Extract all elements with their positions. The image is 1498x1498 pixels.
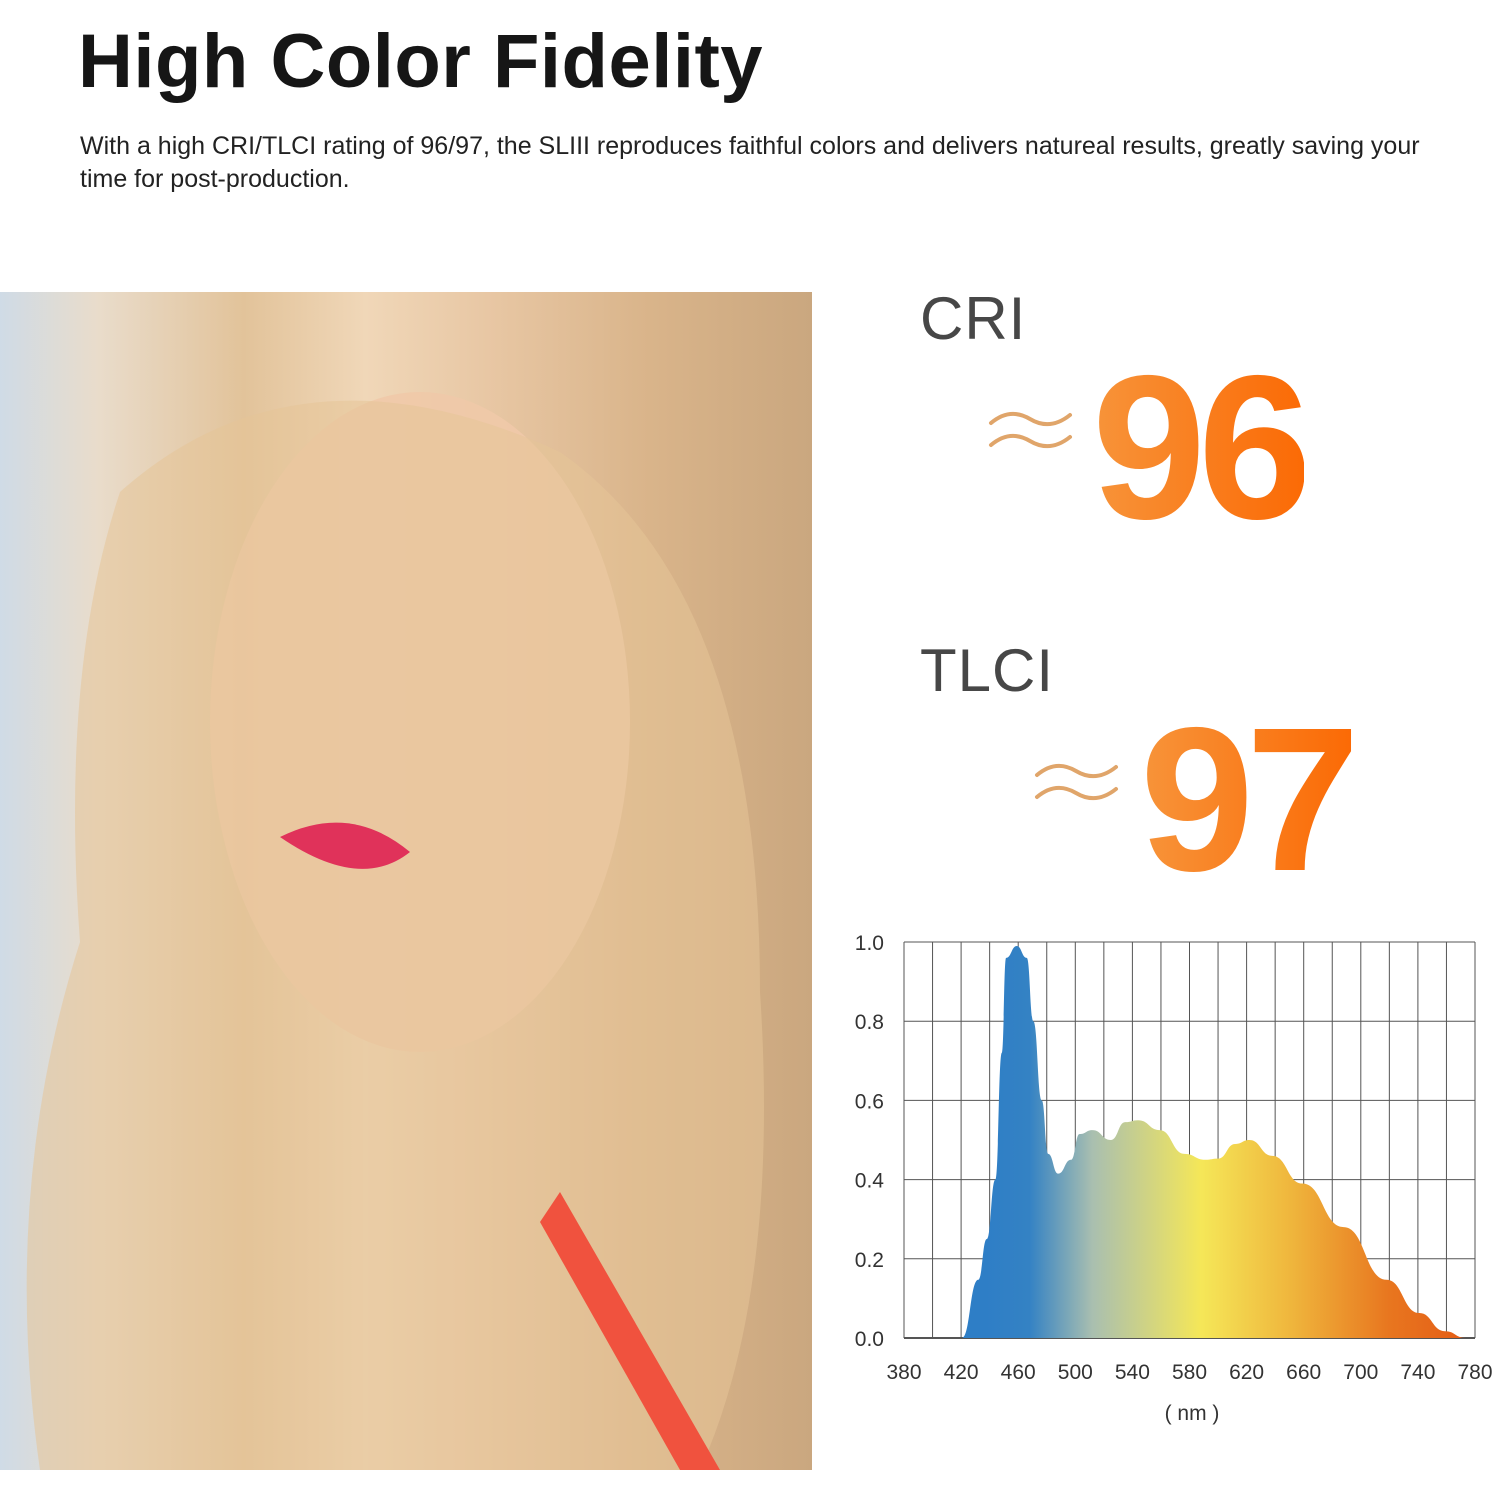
description: With a high CRI/TLCI rating of 96/97, th…: [80, 132, 1420, 193]
page-title: High Color Fidelity: [78, 19, 764, 104]
x-tick-label: 380: [886, 1361, 921, 1384]
cri-label: CRI: [920, 285, 1027, 352]
y-tick-label: 0.2: [855, 1249, 884, 1272]
y-tick-label: 0.8: [855, 1011, 884, 1034]
y-tick-label: 0.0: [855, 1328, 884, 1351]
x-tick-label: 540: [1115, 1361, 1150, 1384]
cri-value: 96: [1092, 333, 1312, 562]
x-tick-label: 700: [1343, 1361, 1378, 1384]
x-tick-label: 460: [1001, 1361, 1036, 1384]
spectrum-area: [961, 945, 1466, 1338]
y-tick-label: 1.0: [855, 932, 884, 955]
model-photo: [0, 292, 812, 1470]
approximately-equal-icon: [1035, 763, 1118, 801]
photo-placeholder: [26, 392, 764, 1470]
x-tick-label: 500: [1058, 1361, 1093, 1384]
tlci-label: TLCI: [920, 637, 1055, 704]
x-tick-label: 660: [1286, 1361, 1321, 1384]
x-axis-label: ( nm ): [1165, 1402, 1220, 1425]
x-tick-label: 740: [1400, 1361, 1435, 1384]
x-tick-label: 580: [1172, 1361, 1207, 1384]
x-tick-label: 620: [1229, 1361, 1264, 1384]
tlci-value: 97: [1140, 685, 1360, 914]
approximately-equal-icon: [989, 411, 1072, 449]
y-tick-label: 0.6: [855, 1090, 884, 1113]
x-tick-label: 420: [944, 1361, 979, 1384]
y-tick-label: 0.4: [855, 1170, 885, 1193]
x-tick-label: 780: [1457, 1361, 1492, 1384]
